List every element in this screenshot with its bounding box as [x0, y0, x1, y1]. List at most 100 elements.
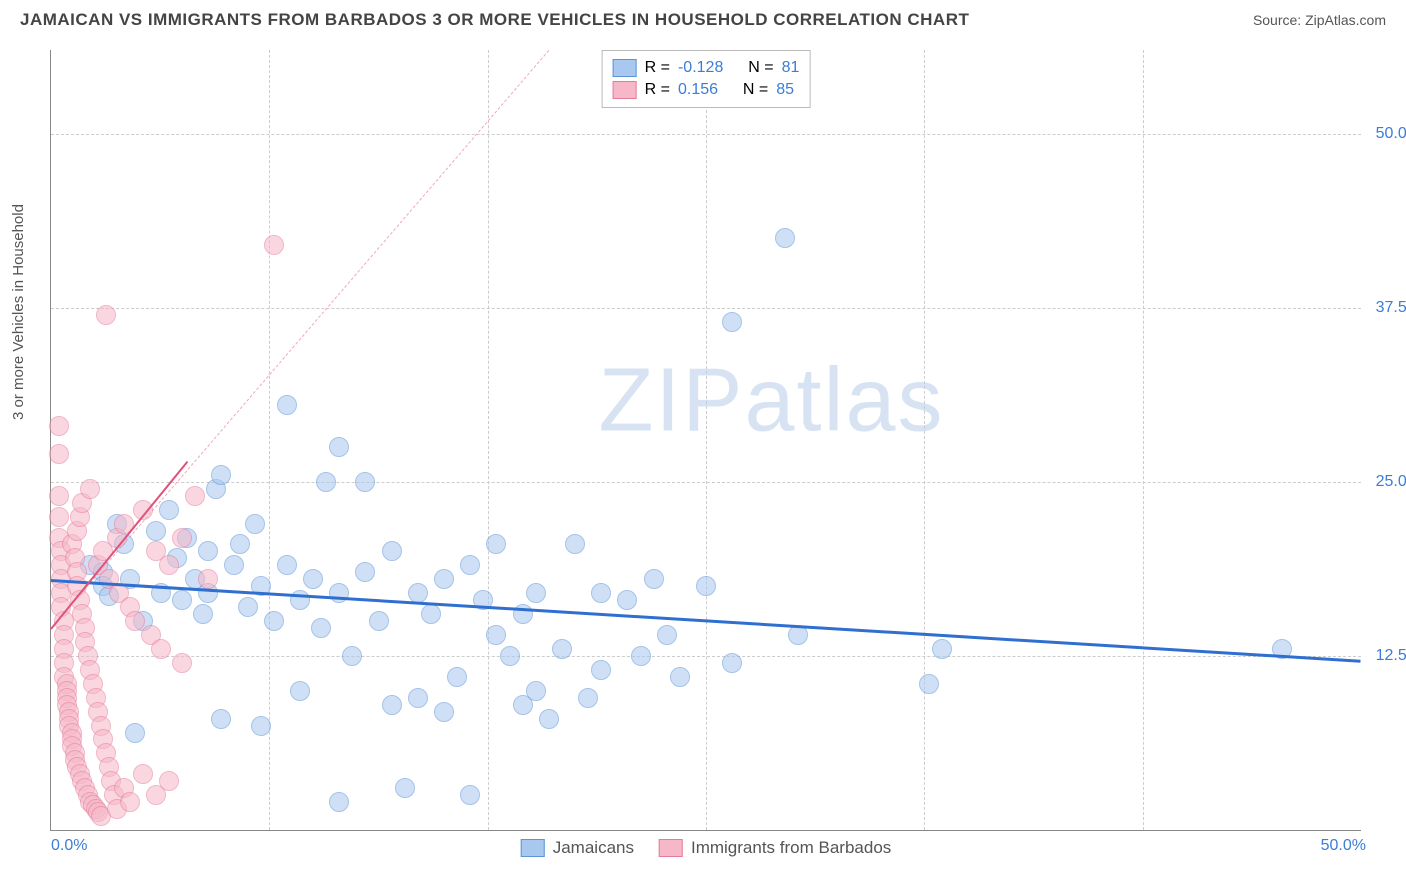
- data-point: [657, 625, 677, 645]
- data-point: [224, 555, 244, 575]
- data-point: [211, 709, 231, 729]
- data-point: [670, 667, 690, 687]
- data-point: [382, 541, 402, 561]
- data-point: [96, 305, 116, 325]
- legend-item: Jamaicans: [521, 838, 634, 858]
- legend-item: Immigrants from Barbados: [659, 838, 891, 858]
- data-point: [617, 590, 637, 610]
- data-point: [486, 534, 506, 554]
- data-point: [193, 604, 213, 624]
- y-axis-tick: 50.0%: [1376, 125, 1406, 143]
- chart-title: JAMAICAN VS IMMIGRANTS FROM BARBADOS 3 O…: [20, 10, 969, 30]
- data-point: [447, 667, 467, 687]
- data-point: [919, 674, 939, 694]
- data-point: [159, 555, 179, 575]
- data-point: [355, 562, 375, 582]
- data-point: [434, 569, 454, 589]
- data-point: [49, 486, 69, 506]
- data-point: [329, 792, 349, 812]
- swatch-icon: [613, 81, 637, 99]
- y-axis-label: 3 or more Vehicles in Household: [10, 204, 27, 420]
- data-point: [80, 479, 100, 499]
- gridline: [1143, 50, 1144, 830]
- scatter-chart: ZIPatlas R = -0.128 N = 81 R = 0.156 N =…: [50, 50, 1361, 831]
- data-point: [316, 472, 336, 492]
- data-point: [329, 437, 349, 457]
- y-axis-tick: 25.0%: [1376, 473, 1406, 491]
- data-point: [578, 688, 598, 708]
- y-axis-tick: 12.5%: [1376, 647, 1406, 665]
- data-point: [264, 235, 284, 255]
- data-point: [251, 716, 271, 736]
- data-point: [49, 416, 69, 436]
- data-point: [329, 583, 349, 603]
- data-point: [245, 514, 265, 534]
- data-point: [290, 681, 310, 701]
- data-point: [198, 569, 218, 589]
- gridline: [269, 50, 270, 830]
- data-point: [277, 555, 297, 575]
- data-point: [303, 569, 323, 589]
- data-point: [408, 688, 428, 708]
- data-point: [277, 395, 297, 415]
- data-point: [775, 228, 795, 248]
- data-point: [395, 778, 415, 798]
- data-point: [591, 583, 611, 603]
- source-attribution: Source: ZipAtlas.com: [1253, 12, 1386, 28]
- swatch-icon: [659, 839, 683, 857]
- data-point: [565, 534, 585, 554]
- data-point: [172, 590, 192, 610]
- data-point: [185, 486, 205, 506]
- data-point: [421, 604, 441, 624]
- data-point: [486, 625, 506, 645]
- data-point: [311, 618, 331, 638]
- data-point: [460, 555, 480, 575]
- watermark: ZIPatlas: [598, 350, 944, 453]
- data-point: [526, 583, 546, 603]
- data-point: [355, 472, 375, 492]
- gridline: [706, 50, 707, 830]
- data-point: [591, 660, 611, 680]
- y-axis-tick: 37.5%: [1376, 299, 1406, 317]
- data-point: [722, 653, 742, 673]
- legend-stats-row: R = -0.128 N = 81: [613, 57, 800, 79]
- data-point: [382, 695, 402, 715]
- data-point: [434, 702, 454, 722]
- legend-stats-row: R = 0.156 N = 85: [613, 79, 800, 101]
- data-point: [151, 639, 171, 659]
- data-point: [539, 709, 559, 729]
- data-point: [631, 646, 651, 666]
- data-point: [198, 541, 218, 561]
- legend-series: Jamaicans Immigrants from Barbados: [521, 838, 892, 858]
- data-point: [722, 312, 742, 332]
- data-point: [460, 785, 480, 805]
- gridline: [488, 50, 489, 830]
- data-point: [125, 723, 145, 743]
- data-point: [369, 611, 389, 631]
- x-axis-tick: 50.0%: [1321, 837, 1366, 855]
- data-point: [146, 521, 166, 541]
- gridline: [924, 50, 925, 830]
- legend-stats: R = -0.128 N = 81 R = 0.156 N = 85: [602, 50, 811, 108]
- data-point: [49, 444, 69, 464]
- data-point: [49, 507, 69, 527]
- data-point: [500, 646, 520, 666]
- data-point: [172, 653, 192, 673]
- data-point: [238, 597, 258, 617]
- data-point: [644, 569, 664, 589]
- x-axis-tick: 0.0%: [51, 837, 87, 855]
- swatch-icon: [613, 59, 637, 77]
- data-point: [230, 534, 250, 554]
- data-point: [172, 528, 192, 548]
- data-point: [159, 771, 179, 791]
- data-point: [526, 681, 546, 701]
- data-point: [211, 465, 231, 485]
- data-point: [696, 576, 716, 596]
- data-point: [932, 639, 952, 659]
- data-point: [159, 500, 179, 520]
- data-point: [133, 764, 153, 784]
- data-point: [342, 646, 362, 666]
- swatch-icon: [521, 839, 545, 857]
- data-point: [264, 611, 284, 631]
- data-point: [552, 639, 572, 659]
